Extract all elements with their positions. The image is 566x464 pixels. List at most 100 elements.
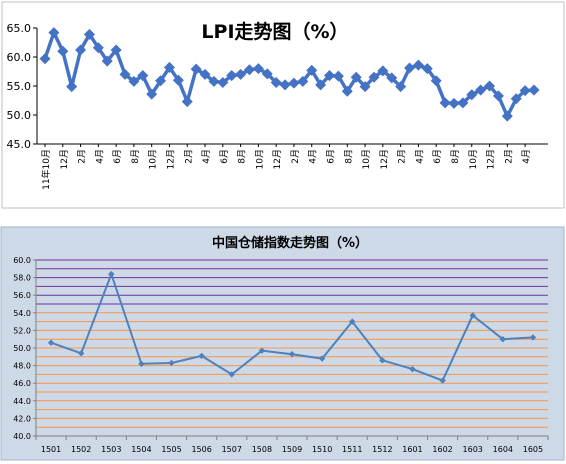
lpi-data-point [404, 62, 416, 74]
lpi-data-point [475, 84, 487, 96]
lpi-x-tick-label: 11年10月 [40, 149, 52, 190]
warehouse-y-tick-label: 50.0 [13, 344, 31, 353]
lpi-x-tick-label: 2月 [183, 149, 194, 164]
lpi-data-point [92, 42, 104, 54]
lpi-data-point [457, 97, 469, 109]
lpi-x-tick-label: 12月 [379, 149, 390, 169]
lpi-data-point [350, 71, 362, 83]
lpi-data-point [412, 59, 424, 71]
lpi-data-point [492, 90, 504, 102]
lpi-data-point [181, 96, 193, 108]
lpi-x-tick-label: 2月 [503, 149, 514, 164]
lpi-x-tick-label: 4月 [201, 149, 212, 164]
lpi-data-point [146, 88, 158, 100]
lpi-x-tick-label: 4月 [414, 149, 425, 164]
lpi-x-tick-label: 8月 [450, 149, 461, 164]
lpi-y-tick-label: 50.0 [7, 109, 32, 122]
lpi-data-point [270, 77, 282, 89]
lpi-data-point [75, 44, 87, 56]
lpi-x-tick-label: 8月 [130, 149, 141, 164]
lpi-data-point [484, 80, 496, 92]
lpi-data-point [57, 45, 69, 57]
lpi-data-point [448, 97, 460, 109]
warehouse-y-tick-label: 46.0 [13, 379, 31, 388]
lpi-data-point [368, 71, 380, 83]
lpi-data-point [501, 110, 513, 122]
lpi-data-point [137, 70, 149, 82]
lpi-data-point [110, 44, 122, 56]
warehouse-index-chart: 中国仓储指数走势图（%） 60.0 58.0 56.0 54.0 52.0 50.0 48.… [0, 226, 565, 461]
warehouse-y-tick-label: 56.0 [13, 291, 31, 300]
warehouse-data-point [349, 318, 356, 325]
lpi-y-tick-label: 60.0 [7, 51, 32, 64]
lpi-x-tick-label: 10月 [254, 149, 265, 169]
lpi-x-tick-label: 12月 [59, 149, 70, 169]
warehouse-data-point [409, 365, 416, 373]
lpi-chart-frame [1, 1, 565, 209]
warehouse-x-tick-label: 1503 [101, 445, 121, 454]
lpi-data-point [324, 70, 336, 82]
warehouse-data-point [228, 371, 235, 378]
warehouse-x-tick-label: 1505 [161, 445, 181, 454]
lpi-data-point [190, 63, 202, 75]
warehouse-data-point [499, 336, 507, 343]
lpi-x-tick-label: 8月 [237, 149, 248, 164]
warehouse-y-tick-label: 44.0 [13, 397, 31, 406]
lpi-data-point [386, 72, 398, 84]
lpi-data-point [528, 84, 540, 96]
warehouse-chart-title: 中国仓储指数走势图（%） [212, 235, 368, 251]
lpi-y-tick-label: 55.0 [7, 80, 32, 93]
warehouse-y-tick-label: 60.0 [13, 256, 31, 265]
lpi-x-tick-label: 4月 [308, 149, 319, 164]
warehouse-data-point [168, 359, 175, 367]
warehouse-data-point [47, 339, 55, 346]
lpi-x-tick-label: 6月 [112, 149, 123, 164]
lpi-data-point [172, 74, 184, 86]
lpi-data-point [243, 64, 255, 76]
warehouse-y-tick-label: 40.0 [13, 432, 31, 441]
warehouse-y-tick-label: 52.0 [13, 326, 31, 335]
warehouse-x-tick-label: 1604 [493, 445, 513, 454]
lpi-x-tick-label: 4月 [94, 149, 105, 164]
warehouse-x-tick-label: 1602 [432, 445, 452, 454]
lpi-x-tick-label: 12月 [486, 149, 497, 169]
lpi-data-point [439, 97, 451, 109]
warehouse-x-tick-label: 1504 [131, 445, 151, 454]
warehouse-x-tick-label: 1603 [463, 445, 483, 454]
lpi-data-point [510, 93, 522, 105]
lpi-data-point [226, 70, 238, 82]
lpi-data-point [421, 63, 433, 75]
warehouse-data-point [288, 350, 296, 358]
lpi-data-point [288, 77, 300, 89]
warehouse-x-tick-label: 1509 [282, 445, 302, 454]
warehouse-data-point [439, 377, 446, 384]
warehouse-y-tick-label: 48.0 [13, 362, 31, 371]
lpi-data-point [119, 68, 131, 80]
lpi-x-tick-label: 4月 [521, 149, 532, 164]
lpi-data-point [66, 81, 78, 93]
lpi-y-tick-label: 65.0 [7, 22, 32, 35]
lpi-data-point [101, 55, 113, 67]
lpi-x-tick-label: 6月 [326, 149, 337, 164]
lpi-data-point [128, 75, 140, 87]
warehouse-data-point [469, 312, 476, 319]
lpi-data-point [332, 70, 344, 82]
lpi-data-point [217, 77, 229, 89]
warehouse-x-tick-label: 1510 [312, 445, 332, 454]
lpi-data-point [163, 61, 175, 73]
lpi-data-point [39, 53, 51, 65]
warehouse-chart-frame [0, 226, 565, 461]
warehouse-x-tick-label: 1507 [222, 445, 242, 454]
lpi-chart: LPI走势图（%） 65.0 60.0 55.0 50.0 45.0 11年10月 12月… [1, 1, 565, 209]
lpi-data-point [341, 85, 353, 97]
lpi-data-point [377, 65, 389, 77]
lpi-x-tick-label: 10月 [148, 149, 159, 169]
warehouse-data-point [529, 334, 537, 341]
lpi-x-tick-label: 8月 [343, 149, 354, 164]
warehouse-x-tick-label: 1508 [252, 445, 272, 454]
lpi-data-point [315, 79, 327, 91]
lpi-data-point [208, 75, 220, 87]
lpi-data-point [235, 68, 247, 80]
warehouse-data-point [108, 270, 115, 278]
warehouse-x-tick-label: 1511 [342, 445, 362, 454]
